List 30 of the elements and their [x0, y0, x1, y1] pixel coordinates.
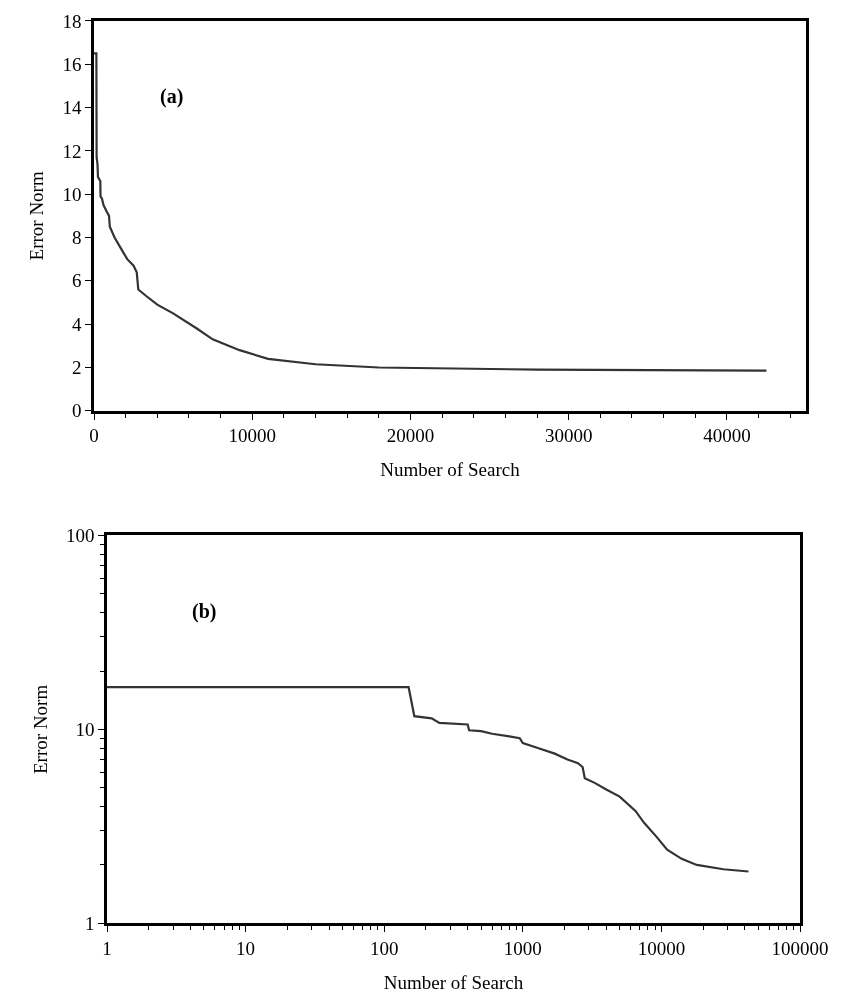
annotation: (a) — [160, 85, 184, 108]
y-axis-title: Error Norm — [29, 684, 51, 774]
y-tick-label: 10 — [75, 719, 95, 741]
y-tick-label: 12 — [62, 140, 82, 162]
y-tick-label: 100 — [65, 525, 95, 547]
y-tick-label: 0 — [71, 400, 82, 422]
x-tick-label: 10000 — [228, 425, 276, 447]
y-tick-label: 2 — [71, 357, 82, 379]
x-tick-label: 100000 — [771, 937, 829, 959]
x-tick-label: 1000 — [503, 937, 542, 959]
x-tick-label: 20000 — [386, 425, 435, 447]
y-tick-label: 1 — [84, 912, 95, 934]
x-tick-label: 10 — [236, 937, 256, 959]
x-tick-label: 40000 — [703, 425, 751, 447]
x-tick-label: 100 — [369, 937, 399, 959]
y-tick-label: 4 — [71, 313, 82, 335]
y-tick-label: 14 — [62, 97, 82, 119]
line-series — [94, 52, 768, 372]
x-axis-title: Number of Search — [383, 971, 524, 993]
x-tick-label: 30000 — [544, 425, 593, 447]
y-tick-label: 18 — [62, 10, 82, 32]
annotation: (b) — [192, 600, 217, 623]
x-tick-label: 1 — [102, 937, 112, 959]
y-tick-label: 16 — [62, 53, 82, 75]
y-tick-label: 6 — [71, 270, 82, 292]
x-tick-label: 10000 — [637, 937, 686, 959]
y-tick-label: 10 — [62, 183, 82, 205]
y-tick-label: 8 — [71, 227, 82, 249]
x-axis-title: Number of Search — [380, 459, 521, 481]
y-axis-title: Error Norm — [26, 171, 48, 261]
